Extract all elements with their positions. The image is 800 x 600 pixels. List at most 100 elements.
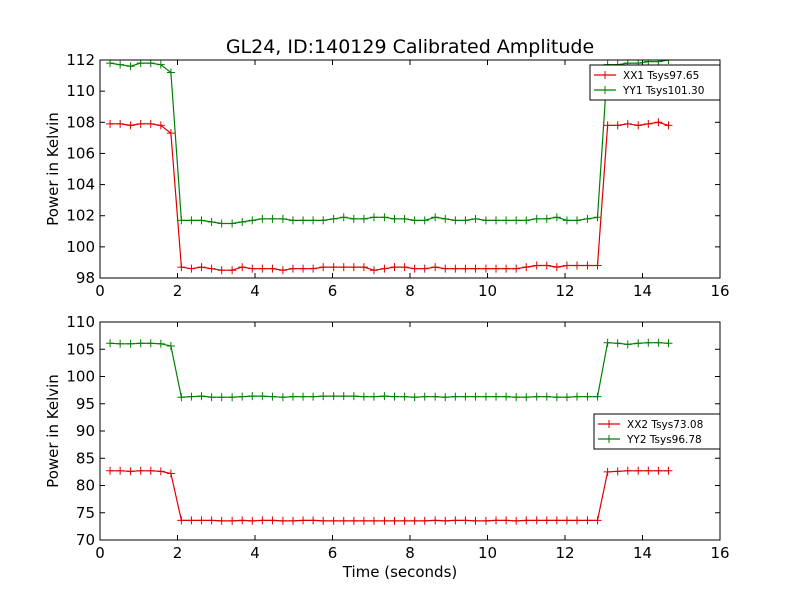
data-point (390, 263, 399, 272)
y-tick-label: 98 (76, 269, 95, 287)
data-point (177, 216, 186, 225)
data-point (258, 264, 267, 273)
data-point (603, 121, 612, 130)
data-point (319, 216, 328, 225)
data-point (359, 392, 368, 401)
x-tick-label: 8 (405, 544, 415, 562)
data-point (126, 62, 135, 71)
data-point (461, 264, 470, 273)
data-point (654, 60, 663, 66)
data-point (552, 263, 561, 272)
data-point (420, 516, 429, 525)
data-point (299, 392, 308, 401)
x-tick-label: 0 (95, 544, 105, 562)
data-point (339, 213, 348, 222)
data-point (471, 516, 480, 525)
data-point (522, 263, 531, 272)
data-point (431, 516, 440, 525)
data-point (654, 118, 663, 127)
series-group (106, 60, 673, 275)
x-tick-label: 16 (710, 544, 729, 562)
data-point (634, 339, 643, 348)
data-point (481, 264, 490, 273)
data-point (664, 121, 673, 130)
data-point (471, 264, 480, 273)
legend: XX2 Tsys73.08 YY2 Tsys96.78 (593, 413, 721, 450)
data-point (299, 216, 308, 225)
data-point (664, 466, 673, 475)
data-point (441, 264, 450, 273)
data-point (634, 466, 643, 475)
data-point (410, 216, 419, 225)
data-point (187, 392, 196, 401)
data-point (156, 339, 165, 348)
data-point (492, 392, 501, 401)
data-point (634, 121, 643, 130)
data-point (410, 264, 419, 273)
data-point (583, 516, 592, 525)
data-point (400, 214, 409, 223)
data-point (228, 516, 237, 525)
data-point (441, 214, 450, 223)
data-point (664, 339, 673, 348)
data-point (217, 219, 226, 228)
legend-entry: XX1 Tsys97.65 (623, 70, 699, 82)
x-axis-title: Time (seconds) (342, 563, 458, 581)
data-point (471, 214, 480, 223)
data-point (268, 264, 277, 273)
data-point (207, 217, 216, 226)
y-tick-label: 100 (66, 238, 95, 256)
legend-marker (601, 71, 609, 79)
data-point (390, 214, 399, 223)
data-point (339, 516, 348, 525)
data-point (532, 214, 541, 223)
data-point (116, 119, 125, 128)
data-point (228, 393, 237, 402)
data-point (136, 339, 145, 348)
y-tick-label: 100 (66, 368, 95, 386)
data-point (207, 516, 216, 525)
data-point (207, 264, 216, 273)
x-tick-label: 12 (555, 544, 574, 562)
legend: XX1 Tsys97.65 YY1 Tsys101.30 (589, 64, 721, 101)
data-point (278, 393, 287, 402)
data-point (359, 214, 368, 223)
data-point (156, 60, 165, 69)
data-point (593, 213, 602, 222)
data-point (583, 261, 592, 270)
data-point (166, 469, 175, 478)
data-point (217, 393, 226, 402)
data-point (400, 263, 409, 272)
data-point (166, 129, 175, 138)
data-point (380, 264, 389, 273)
y-tick-label: 105 (66, 340, 95, 358)
data-point (644, 338, 653, 347)
data-point (573, 392, 582, 401)
y-tick-label: 80 (76, 477, 95, 495)
data-point (451, 516, 460, 525)
data-point (177, 516, 186, 525)
data-point (329, 516, 338, 525)
legend-marker (605, 420, 613, 428)
data-point (542, 261, 551, 270)
data-point (623, 340, 632, 349)
data-point (431, 263, 440, 272)
y-tick-label: 106 (66, 144, 95, 162)
data-point (613, 467, 622, 476)
x-tick-label: 4 (250, 544, 260, 562)
data-point (288, 516, 297, 525)
data-point (502, 216, 511, 225)
data-point (420, 264, 429, 273)
data-point (166, 341, 175, 350)
legend-marker (605, 435, 613, 443)
data-point (116, 60, 125, 69)
y-tick-label: 95 (76, 395, 95, 413)
x-tick-label: 16 (710, 282, 729, 300)
y-tick-label: 104 (66, 176, 95, 194)
x-tick-label: 2 (173, 282, 183, 300)
data-point (146, 119, 155, 128)
data-point (228, 266, 237, 275)
data-point (492, 264, 501, 273)
data-point (309, 216, 318, 225)
